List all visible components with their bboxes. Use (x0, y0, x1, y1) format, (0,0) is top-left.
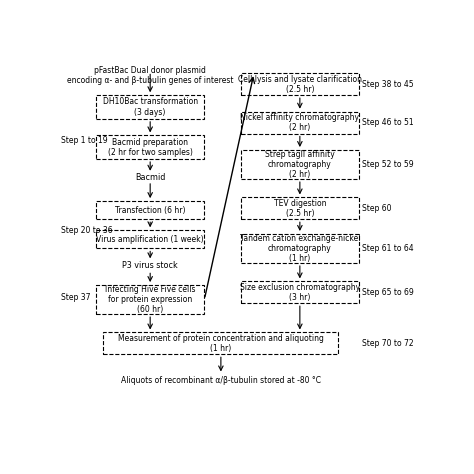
Text: Transfection (6 hr): Transfection (6 hr) (115, 206, 185, 215)
Text: Step 38 to 45: Step 38 to 45 (362, 80, 414, 89)
Text: Measurement of protein concentration and aliquoting
(1 hr): Measurement of protein concentration and… (118, 334, 324, 353)
Text: P3 virus stock: P3 virus stock (122, 261, 178, 270)
Text: Step 61 to 64: Step 61 to 64 (362, 244, 414, 253)
Text: Cell lysis and lysate clarification
(2.5 hr): Cell lysis and lysate clarification (2.5… (238, 74, 362, 94)
Text: Step 20 to 36: Step 20 to 36 (61, 226, 113, 235)
Text: DH10Bac transformation
(3 days): DH10Bac transformation (3 days) (102, 97, 198, 117)
FancyBboxPatch shape (96, 136, 204, 159)
Text: Step 65 to 69: Step 65 to 69 (362, 288, 414, 297)
FancyBboxPatch shape (241, 73, 359, 95)
Text: Aliquots of recombinant α/β-tubulin stored at -80 °C: Aliquots of recombinant α/β-tubulin stor… (121, 376, 321, 385)
Text: Virus amplification (1 week): Virus amplification (1 week) (96, 235, 204, 244)
Text: Step 46 to 51: Step 46 to 51 (362, 118, 414, 127)
Text: Step 70 to 72: Step 70 to 72 (362, 339, 414, 348)
FancyBboxPatch shape (241, 150, 359, 179)
Text: Size exclusion chromatography
(3 hr): Size exclusion chromatography (3 hr) (240, 283, 360, 302)
Text: Step 60: Step 60 (362, 204, 392, 213)
Text: pFastBac Dual donor plasmid
encoding α- and β-tubulin genes of interest: pFastBac Dual donor plasmid encoding α- … (67, 66, 233, 85)
FancyBboxPatch shape (96, 230, 204, 248)
Text: Nickel affinity chromatography
(2 hr): Nickel affinity chromatography (2 hr) (240, 113, 359, 132)
Text: Step 52 to 59: Step 52 to 59 (362, 160, 414, 169)
Text: Step 37: Step 37 (61, 293, 91, 302)
Text: Bacmid preparation
(2 hr for two samples): Bacmid preparation (2 hr for two samples… (108, 137, 192, 157)
FancyBboxPatch shape (96, 285, 204, 314)
FancyBboxPatch shape (241, 234, 359, 263)
FancyBboxPatch shape (103, 332, 338, 355)
Text: Infecting Hive Five cells
for protein expression
(60 hr): Infecting Hive Five cells for protein ex… (105, 285, 195, 314)
Text: TEV digestion
(2.5 hr): TEV digestion (2.5 hr) (273, 199, 326, 218)
FancyBboxPatch shape (241, 111, 359, 134)
Text: Tandem cation exchange-nickel
chromatography
(1 hr): Tandem cation exchange-nickel chromatogr… (240, 234, 360, 264)
FancyBboxPatch shape (241, 282, 359, 303)
Text: Strep tagII affinity
chromatography
(2 hr): Strep tagII affinity chromatography (2 h… (265, 150, 335, 180)
FancyBboxPatch shape (241, 197, 359, 219)
FancyBboxPatch shape (96, 201, 204, 219)
Text: Step 1 to 19: Step 1 to 19 (61, 137, 108, 146)
FancyBboxPatch shape (96, 95, 204, 119)
Text: Bacmid: Bacmid (135, 173, 165, 182)
